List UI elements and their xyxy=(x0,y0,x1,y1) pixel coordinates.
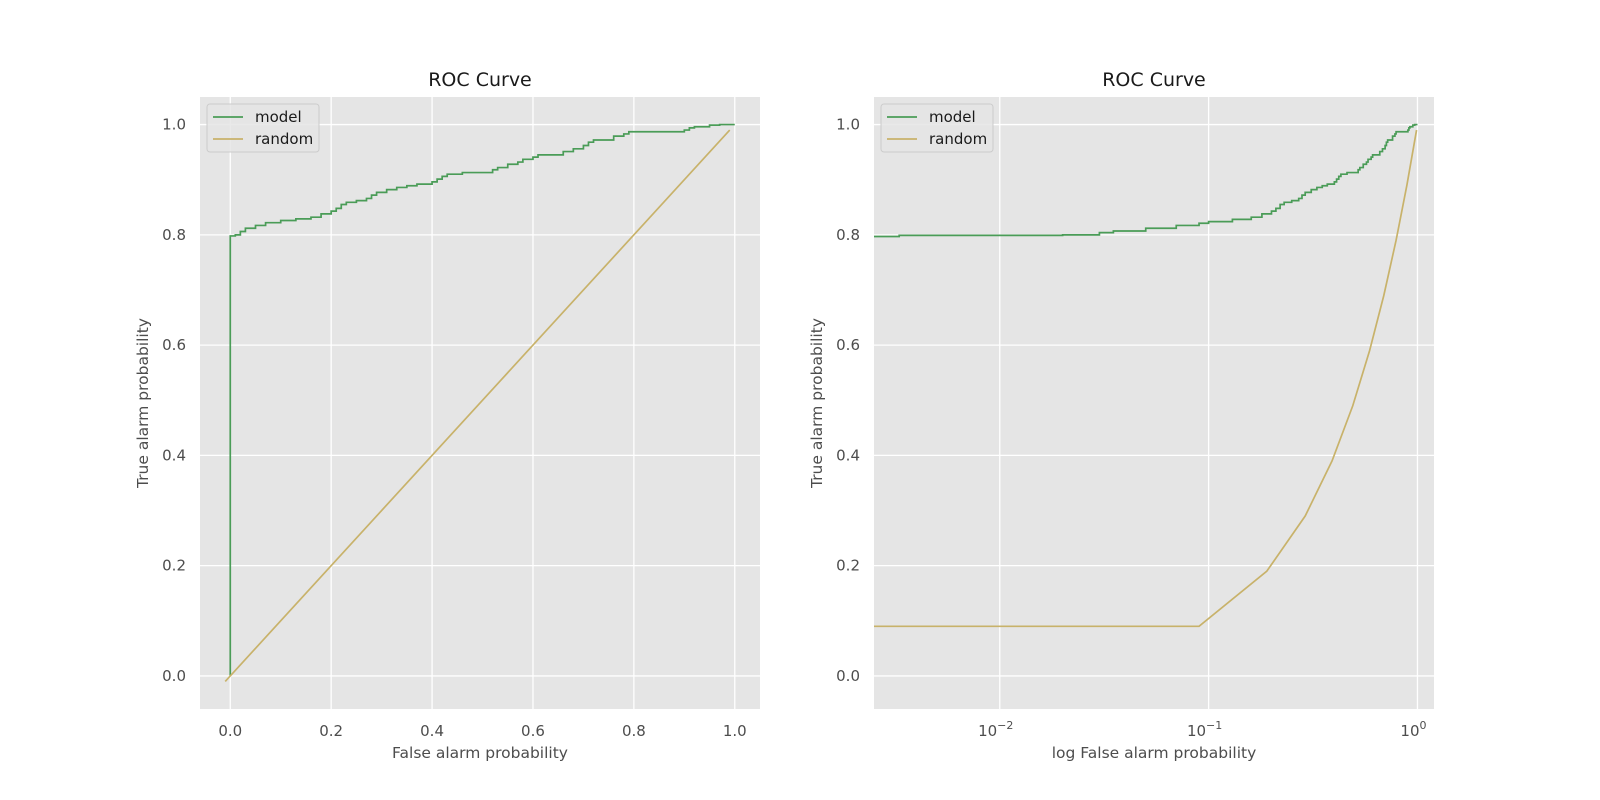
subplot-linear: 0.0 0.2 0.4 0.6 0.8 1.0 0.0 0.2 0.4 0.6 0.8 1.0 RO… xyxy=(134,69,760,762)
series-lines xyxy=(874,123,1418,628)
gridlines xyxy=(200,97,760,709)
y-tick-label: 1.0 xyxy=(836,116,860,134)
y-tick-label: 0.6 xyxy=(836,336,860,354)
y-tick-label: 0.4 xyxy=(836,446,860,464)
x-tick-label: 100 xyxy=(1400,719,1426,740)
y-tick-label: 0.0 xyxy=(162,667,186,685)
x-ticks: 10−2 10−1 100 xyxy=(978,719,1426,740)
y-axis-label: True alarm probability xyxy=(134,318,152,489)
legend: model random xyxy=(880,103,994,153)
series-line-random xyxy=(874,129,1418,628)
series-line-random xyxy=(224,129,731,683)
x-axis-label: log False alarm probability xyxy=(1052,744,1257,762)
y-tick-label: 0.6 xyxy=(162,336,186,354)
y-tick-label: 0.2 xyxy=(836,557,860,575)
chart-title: ROC Curve xyxy=(1102,69,1206,91)
y-tick-label: 0.0 xyxy=(836,667,860,685)
x-tick-label: 0.6 xyxy=(521,722,545,740)
series-line-model xyxy=(229,123,735,676)
plot-area xyxy=(874,97,1434,709)
series-lines xyxy=(224,123,735,683)
legend-label-random: random xyxy=(929,130,987,148)
series-line-model xyxy=(874,123,1418,238)
x-tick-label: 0.4 xyxy=(420,722,444,740)
x-tick-label: 10−1 xyxy=(1187,719,1222,740)
legend: model random xyxy=(206,103,320,153)
legend-label-model: model xyxy=(929,108,976,126)
subplot-log: 10−2 10−1 100 0.0 0.2 0.4 0.6 0.8 1.0 ROC Curve… xyxy=(808,69,1434,762)
y-tick-label: 0.8 xyxy=(162,226,186,244)
x-tick-label: 0.0 xyxy=(218,722,242,740)
legend-label-random: random xyxy=(255,130,313,148)
x-tick-label: 1.0 xyxy=(723,722,747,740)
legend-frame xyxy=(206,103,320,153)
legend-label-model: model xyxy=(255,108,302,126)
x-ticks: 0.0 0.2 0.4 0.6 0.8 1.0 xyxy=(218,722,746,740)
chart-title: ROC Curve xyxy=(428,69,532,91)
y-tick-label: 0.4 xyxy=(162,446,186,464)
y-tick-label: 1.0 xyxy=(162,116,186,134)
legend-frame xyxy=(880,103,994,153)
y-ticks: 0.0 0.2 0.4 0.6 0.8 1.0 xyxy=(836,116,860,685)
y-tick-label: 0.8 xyxy=(836,226,860,244)
y-axis-label: True alarm probability xyxy=(808,318,826,489)
y-tick-label: 0.2 xyxy=(162,557,186,575)
x-tick-label: 0.8 xyxy=(622,722,646,740)
x-tick-label: 10−2 xyxy=(978,719,1013,740)
y-ticks: 0.0 0.2 0.4 0.6 0.8 1.0 xyxy=(162,116,186,685)
x-axis-label: False alarm probability xyxy=(392,744,568,762)
x-tick-label: 0.2 xyxy=(319,722,343,740)
